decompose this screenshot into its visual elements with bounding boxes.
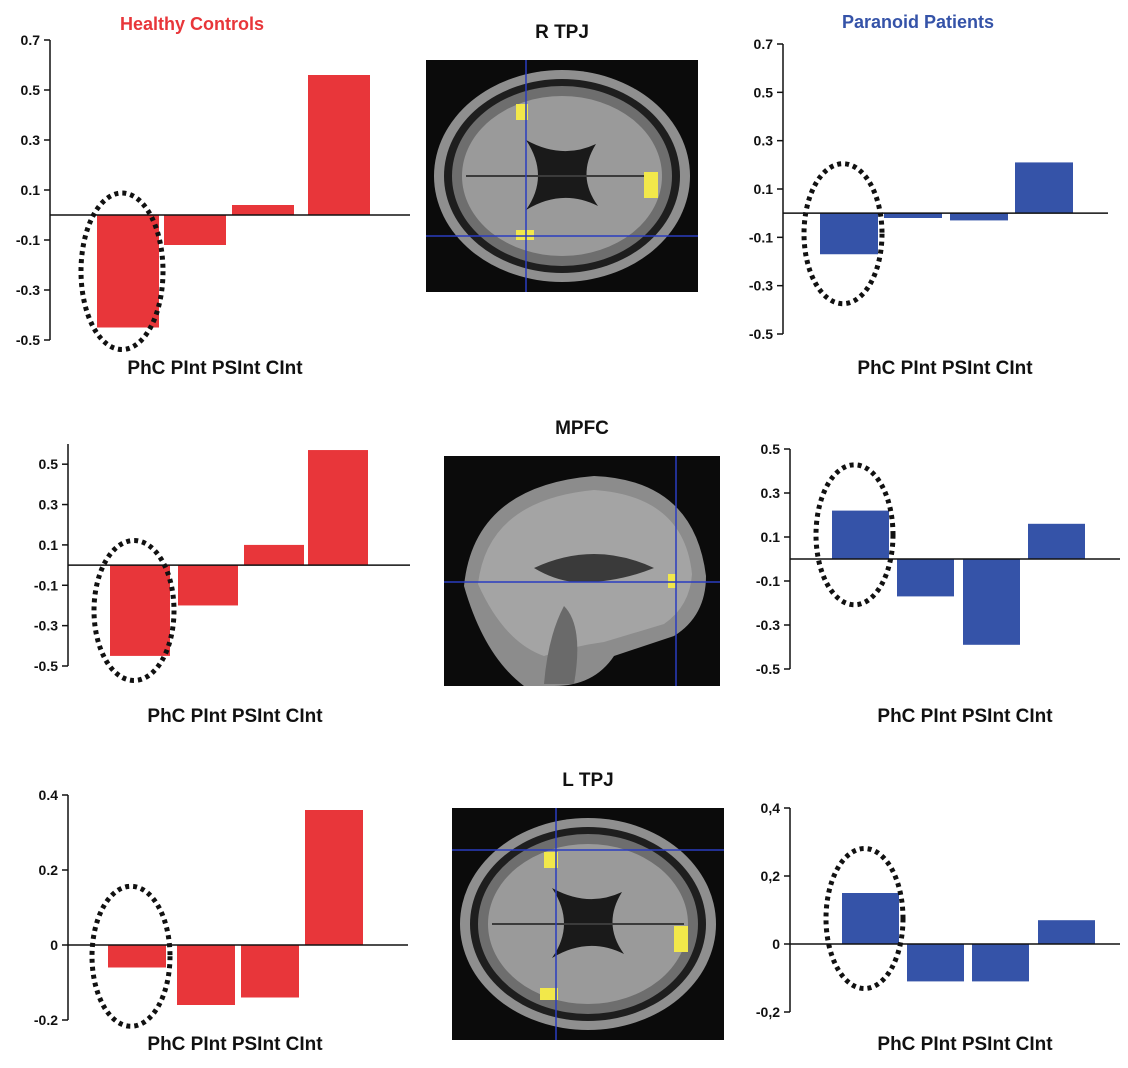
- y-tick-label: 0: [50, 937, 58, 953]
- bar-pint: [907, 944, 964, 982]
- bar-psint: [972, 944, 1029, 982]
- x-axis-caption: PhC PInt PSInt CInt: [877, 1034, 1053, 1055]
- x-axis-caption: PhC PInt PSInt CInt: [877, 706, 1053, 727]
- y-tick-label: -0.3: [16, 282, 40, 298]
- highlight-ellipse: [78, 190, 166, 352]
- y-tick-label: 0: [772, 936, 780, 952]
- y-tick-label: 0.5: [754, 84, 774, 100]
- bar-cint: [1038, 920, 1095, 944]
- y-tick-label: 0.3: [21, 132, 41, 148]
- y-tick-label: -0.5: [34, 658, 58, 674]
- y-tick-label: 0,4: [761, 800, 781, 816]
- brain-panel-ltpj: L TPJ: [452, 770, 724, 1052]
- highlight-ellipse: [91, 538, 177, 683]
- bar-psint: [232, 205, 294, 215]
- y-tick-label: 0.3: [754, 133, 774, 149]
- highlight-ellipse: [89, 883, 173, 1029]
- healthy-controls-header: Healthy Controls: [120, 14, 265, 34]
- y-tick-label: 0.3: [761, 485, 781, 501]
- y-tick-label: 0.1: [21, 182, 41, 198]
- axial-mri-image: [452, 808, 724, 1040]
- y-tick-label: 0.1: [39, 537, 59, 553]
- y-tick-label: -0.5: [756, 661, 780, 677]
- bar-pint: [177, 945, 235, 1005]
- bar-cint: [1015, 162, 1073, 214]
- chart-healthy-ltpj: -0.2 0 0.2 0.4 PhC PInt PSInt CInt: [0, 0, 430, 1068]
- y-tick-label: 0.7: [754, 36, 774, 52]
- y-tick-label: -0.1: [16, 232, 40, 248]
- chart-paranoid-mpfc: -0.5 -0.3 -0.1 0.1 0.3 0.5 PhC PInt PSInt CIn…: [756, 441, 1120, 727]
- y-tick-label: 0.5: [761, 441, 781, 457]
- brain-panel-rtpj: R TPJ: [426, 22, 698, 294]
- bar-cint: [1028, 523, 1085, 559]
- y-tick-label: -0.5: [16, 332, 40, 348]
- region-label: MPFC: [555, 418, 609, 439]
- bar-phc: [108, 945, 166, 968]
- y-tick-label: -0.2: [34, 1012, 58, 1028]
- y-tick-label: 0.1: [754, 181, 774, 197]
- highlight-ellipse: [801, 161, 885, 307]
- bar-cint: [305, 810, 363, 945]
- y-tick-label: -0.1: [34, 577, 58, 593]
- y-tick-label: 0.1: [761, 529, 781, 545]
- y-tick-label: -0,2: [756, 1004, 780, 1020]
- y-tick-label: 0.5: [39, 456, 59, 472]
- y-tick-label: 0.4: [39, 787, 59, 803]
- region-label: R TPJ: [535, 22, 589, 43]
- bar-pint: [164, 215, 226, 245]
- x-axis-caption: PhC PInt PSInt CInt: [127, 358, 303, 379]
- bar-cint: [308, 75, 370, 215]
- y-tick-label: -0.3: [34, 618, 58, 634]
- axial-mri-image: [426, 60, 698, 292]
- bar-psint: [244, 544, 304, 566]
- y-tick-label: -0.3: [756, 617, 780, 633]
- bar-pint: [897, 559, 954, 597]
- y-tick-label: -0.1: [756, 573, 780, 589]
- region-label: L TPJ: [562, 770, 614, 791]
- bar-phc: [97, 215, 159, 328]
- y-tick-label: -0.3: [749, 278, 773, 294]
- y-tick-label: -0.5: [749, 326, 773, 342]
- bar-phc: [110, 565, 170, 656]
- bar-cint: [308, 450, 368, 566]
- sagittal-mri-image: [444, 456, 720, 686]
- bar-psint: [241, 945, 299, 998]
- highlight-ellipse: [813, 462, 896, 608]
- y-tick-label: 0,2: [761, 868, 781, 884]
- paranoid-patients-header: Paranoid Patients: [842, 12, 995, 32]
- x-axis-caption: PhC PInt PSInt CInt: [147, 1034, 323, 1055]
- chart-paranoid-rtpj: -0.5 -0.3 -0.1 0.1 0.3 0.5 0.7 PhC PInt PSInt …: [0, 0, 1128, 390]
- y-tick-label: 0.7: [21, 32, 41, 48]
- y-tick-label: 0.5: [21, 82, 41, 98]
- chart-healthy-rtpj: -0.5 -0.3 -0.1 0.1 0.3 0.5 0.7 PhC PInt PSInt …: [0, 0, 430, 390]
- x-axis-caption: PhC PInt PSInt CInt: [857, 358, 1033, 379]
- highlight-ellipse: [823, 846, 906, 991]
- y-tick-label: -0.1: [749, 229, 773, 245]
- bar-psint: [950, 213, 1008, 221]
- y-tick-label: 0.2: [39, 862, 59, 878]
- bar-pint: [178, 565, 238, 606]
- bar-phc: [842, 893, 899, 944]
- brain-panel-mpfc: MPFC: [444, 418, 720, 688]
- chart-healthy-mpfc: -0.5 -0.3 -0.1 0.1 0.3 0.5 PhC PInt PSInt CIn…: [0, 0, 430, 740]
- bar-psint: [963, 559, 1020, 645]
- x-axis-caption: PhC PInt PSInt CInt: [147, 706, 323, 727]
- bar-phc: [832, 510, 889, 559]
- y-tick-label: 0.3: [39, 497, 59, 513]
- bar-pint: [884, 213, 942, 218]
- bar-phc: [820, 213, 878, 255]
